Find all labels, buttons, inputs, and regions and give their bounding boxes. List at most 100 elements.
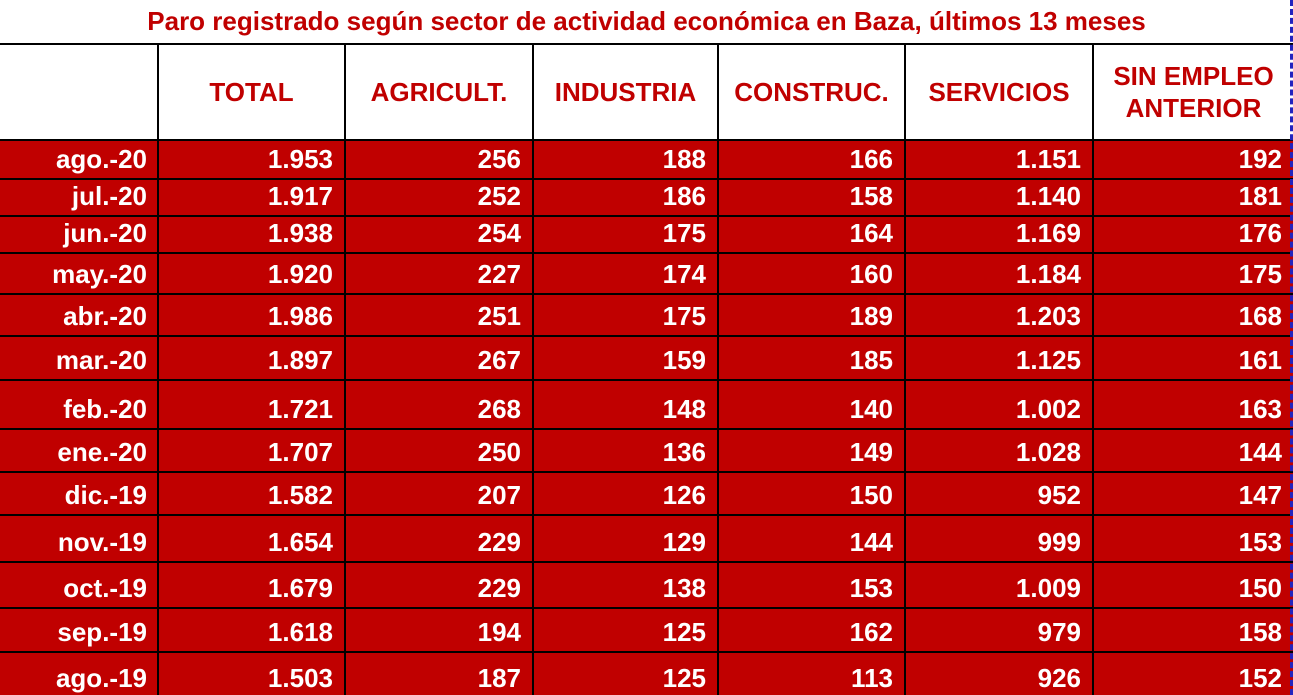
cell-industria: 174 xyxy=(532,252,719,295)
cell-total: 1.917 xyxy=(157,178,346,217)
cell-total: 1.503 xyxy=(157,651,346,695)
cell-construccion: 162 xyxy=(717,607,906,653)
cell-industria: 188 xyxy=(532,139,719,180)
table-row: nov.-19 1.654 229 129 144 999 153 xyxy=(0,514,1293,563)
cell-industria: 125 xyxy=(532,607,719,653)
cell-servicios: 926 xyxy=(904,651,1094,695)
cell-industria: 126 xyxy=(532,471,719,516)
cell-agricultura: 250 xyxy=(344,428,534,473)
cell-sin-empleo: 176 xyxy=(1091,215,1293,254)
cell-agricultura: 187 xyxy=(344,651,534,695)
table-row: dic.-19 1.582 207 126 150 952 147 xyxy=(0,471,1293,516)
cell-construccion: 189 xyxy=(717,293,906,337)
cell-sin-empleo: 161 xyxy=(1091,335,1293,381)
cell-industria: 138 xyxy=(532,561,719,609)
title-row: Paro registrado según sector de activida… xyxy=(0,0,1293,45)
cell-construccion: 160 xyxy=(717,252,906,295)
cell-total: 1.938 xyxy=(157,215,346,254)
table-row: feb.-20 1.721 268 148 140 1.002 163 xyxy=(0,379,1293,430)
cell-construccion: 140 xyxy=(717,379,906,430)
cell-industria: 125 xyxy=(532,651,719,695)
cell-agricultura: 256 xyxy=(344,139,534,180)
col-header-agricultura: AGRICULT. xyxy=(344,43,534,141)
cell-servicios: 1.140 xyxy=(904,178,1094,217)
cell-sin-empleo: 153 xyxy=(1091,514,1293,563)
cell-agricultura: 254 xyxy=(344,215,534,254)
cell-total: 1.721 xyxy=(157,379,346,430)
col-header-construccion: CONSTRUC. xyxy=(717,43,906,141)
cell-agricultura: 252 xyxy=(344,178,534,217)
row-label: abr.-20 xyxy=(0,293,159,337)
cell-industria: 159 xyxy=(532,335,719,381)
cell-industria: 186 xyxy=(532,178,719,217)
cell-servicios: 1.028 xyxy=(904,428,1094,473)
table-row: ene.-20 1.707 250 136 149 1.028 144 xyxy=(0,428,1293,473)
cell-agricultura: 268 xyxy=(344,379,534,430)
cell-servicios: 1.151 xyxy=(904,139,1094,180)
cell-construccion: 166 xyxy=(717,139,906,180)
cell-sin-empleo: 168 xyxy=(1091,293,1293,337)
cell-total: 1.953 xyxy=(157,139,346,180)
cell-total: 1.897 xyxy=(157,335,346,381)
cell-servicios: 1.125 xyxy=(904,335,1094,381)
cell-agricultura: 251 xyxy=(344,293,534,337)
cell-total: 1.707 xyxy=(157,428,346,473)
cell-servicios: 1.002 xyxy=(904,379,1094,430)
table-row: sep.-19 1.618 194 125 162 979 158 xyxy=(0,607,1293,653)
cell-sin-empleo: 158 xyxy=(1091,607,1293,653)
row-label: nov.-19 xyxy=(0,514,159,563)
cell-total: 1.920 xyxy=(157,252,346,295)
row-label: ene.-20 xyxy=(0,428,159,473)
cell-construccion: 149 xyxy=(717,428,906,473)
col-header-sin-empleo-anterior: SIN EMPLEO ANTERIOR xyxy=(1091,43,1293,141)
cell-agricultura: 229 xyxy=(344,514,534,563)
cell-industria: 175 xyxy=(532,293,719,337)
row-label: oct.-19 xyxy=(0,561,159,609)
cell-servicios: 979 xyxy=(904,607,1094,653)
cell-industria: 148 xyxy=(532,379,719,430)
column-header-row: TOTAL AGRICULT. INDUSTRIA CONSTRUC. SERV… xyxy=(0,43,1293,141)
table-row: ago.-20 1.953 256 188 166 1.151 192 xyxy=(0,139,1293,180)
cell-servicios: 952 xyxy=(904,471,1094,516)
cell-construccion: 158 xyxy=(717,178,906,217)
col-header-month xyxy=(0,43,159,141)
cell-sin-empleo: 150 xyxy=(1091,561,1293,609)
cell-sin-empleo: 147 xyxy=(1091,471,1293,516)
row-label: dic.-19 xyxy=(0,471,159,516)
table-title: Paro registrado según sector de activida… xyxy=(0,0,1293,45)
cell-agricultura: 229 xyxy=(344,561,534,609)
row-label: jun.-20 xyxy=(0,215,159,254)
cell-sin-empleo: 192 xyxy=(1091,139,1293,180)
row-label: jul.-20 xyxy=(0,178,159,217)
cell-construccion: 153 xyxy=(717,561,906,609)
cell-agricultura: 194 xyxy=(344,607,534,653)
cell-industria: 175 xyxy=(532,215,719,254)
cell-servicios: 1.169 xyxy=(904,215,1094,254)
row-label: mar.-20 xyxy=(0,335,159,381)
cell-servicios: 1.184 xyxy=(904,252,1094,295)
cell-total: 1.654 xyxy=(157,514,346,563)
cell-agricultura: 267 xyxy=(344,335,534,381)
cell-construccion: 164 xyxy=(717,215,906,254)
cell-sin-empleo: 144 xyxy=(1091,428,1293,473)
cell-sin-empleo: 181 xyxy=(1091,178,1293,217)
table-row: oct.-19 1.679 229 138 153 1.009 150 xyxy=(0,561,1293,609)
table-row: mar.-20 1.897 267 159 185 1.125 161 xyxy=(0,335,1293,381)
row-label: sep.-19 xyxy=(0,607,159,653)
cell-servicios: 1.009 xyxy=(904,561,1094,609)
table-row: ago.-19 1.503 187 125 113 926 152 xyxy=(0,651,1293,695)
cell-construccion: 144 xyxy=(717,514,906,563)
row-label: ago.-20 xyxy=(0,139,159,180)
table-row: may.-20 1.920 227 174 160 1.184 175 xyxy=(0,252,1293,295)
row-label: may.-20 xyxy=(0,252,159,295)
cell-total: 1.679 xyxy=(157,561,346,609)
cell-total: 1.986 xyxy=(157,293,346,337)
cell-construccion: 150 xyxy=(717,471,906,516)
cell-industria: 136 xyxy=(532,428,719,473)
cell-construccion: 185 xyxy=(717,335,906,381)
cell-total: 1.618 xyxy=(157,607,346,653)
table-row: abr.-20 1.986 251 175 189 1.203 168 xyxy=(0,293,1293,337)
cell-servicios: 1.203 xyxy=(904,293,1094,337)
